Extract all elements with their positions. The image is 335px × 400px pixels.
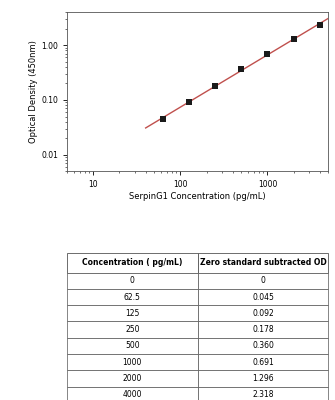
- Point: [186, 99, 191, 105]
- Point: [291, 36, 296, 42]
- Point: [212, 83, 218, 90]
- Point: [265, 51, 270, 57]
- Y-axis label: Optical Density (450nm): Optical Density (450nm): [29, 40, 38, 143]
- X-axis label: SerpinG1 Concentration (pg/mL): SerpinG1 Concentration (pg/mL): [129, 192, 266, 201]
- Point: [160, 116, 165, 122]
- Point: [239, 66, 244, 73]
- Point: [317, 22, 323, 28]
